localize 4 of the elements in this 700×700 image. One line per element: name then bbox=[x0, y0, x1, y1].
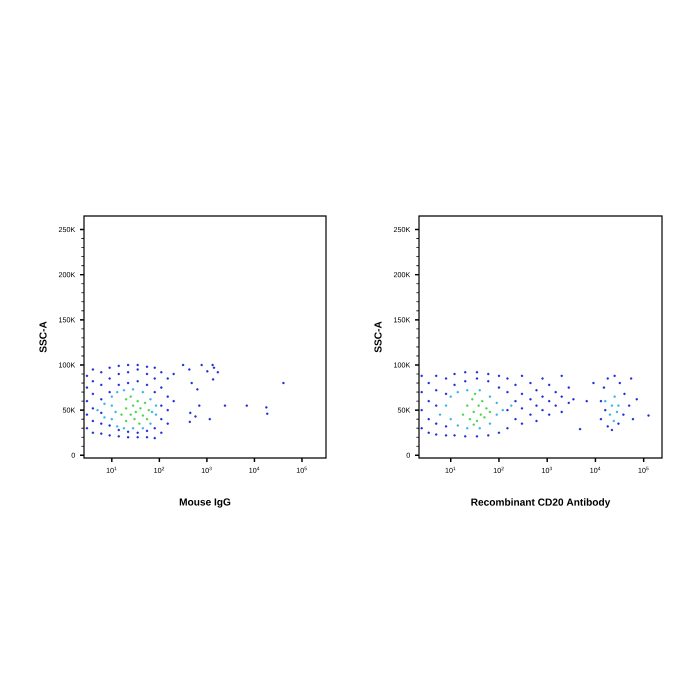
x-axis-title: Mouse IgG bbox=[180, 498, 230, 508]
x-axis-title: Recombinant CD20 Antibody bbox=[471, 498, 610, 508]
y-axis-title: SSC-A bbox=[39, 322, 47, 352]
y-axis-title: SSC-A bbox=[374, 322, 382, 352]
